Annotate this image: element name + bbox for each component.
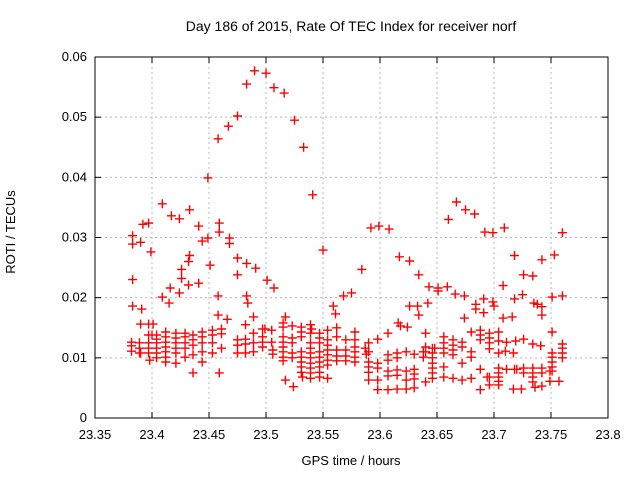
data-points	[127, 66, 567, 395]
x-axis-label: GPS time / hours	[302, 453, 401, 468]
y-axis-label: ROTI / TECUs	[3, 190, 18, 274]
y-tick-label: 0.03	[62, 230, 87, 245]
x-tick-label: 23.35	[79, 427, 112, 442]
tick-marks	[94, 56, 609, 419]
x-tick-label: 23.7	[481, 427, 506, 442]
x-tick-label: 23.5	[253, 427, 278, 442]
x-tick-label: 23.8	[595, 427, 620, 442]
y-tick-label: 0.05	[62, 109, 87, 124]
tick-labels: 23.35 23.4 23.45 23.5 23.55 23.6 23.65 23.7 23.7…	[62, 49, 621, 442]
scatter-points	[127, 66, 567, 395]
x-tick-label: 23.45	[193, 427, 226, 442]
y-tick-label: 0.01	[62, 350, 87, 365]
x-tick-label: 23.65	[421, 427, 454, 442]
x-tick-label: 23.55	[307, 427, 340, 442]
y-tick-label: 0	[80, 410, 87, 425]
y-tick-label: 0.02	[62, 290, 87, 305]
y-tick-label: 0.04	[62, 169, 87, 184]
x-tick-label: 23.4	[139, 427, 164, 442]
y-tick-label: 0.06	[62, 49, 87, 64]
chart-title: Day 186 of 2015, Rate Of TEC Index for r…	[186, 18, 517, 34]
x-tick-label: 23.6	[367, 427, 392, 442]
x-tick-label: 23.75	[535, 427, 568, 442]
